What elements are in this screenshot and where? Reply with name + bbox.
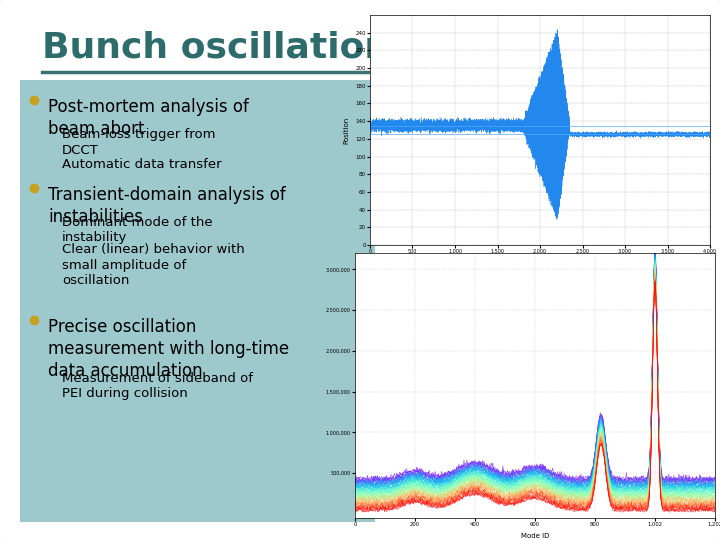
Text: Precise oscillation
measurement with long-time
data accumulation: Precise oscillation measurement with lon… [48, 318, 289, 380]
Text: Transient-domain analysis of
instabilities: Transient-domain analysis of instabiliti… [48, 186, 286, 226]
Text: Bunch oscillation recorder: Bunch oscillation recorder [42, 30, 577, 64]
Text: Automatic data transfer: Automatic data transfer [62, 158, 222, 171]
X-axis label: Mode ID: Mode ID [521, 533, 549, 539]
X-axis label: Number of turns: Number of turns [511, 260, 569, 266]
Text: Measurement of sideband of
PEI during collision: Measurement of sideband of PEI during co… [62, 372, 253, 401]
Text: Post-mortem analysis of
beam abort: Post-mortem analysis of beam abort [48, 98, 249, 138]
Bar [20, 80, 375, 522]
Text: Clear (linear) behavior with
small amplitude of
oscillation: Clear (linear) behavior with small ampli… [62, 243, 245, 287]
Text: Dominant mode of the
instability: Dominant mode of the instability [62, 216, 212, 245]
Y-axis label: Position: Position [343, 117, 350, 144]
Text: Beam-loss trigger from
DCCT: Beam-loss trigger from DCCT [62, 128, 215, 157]
